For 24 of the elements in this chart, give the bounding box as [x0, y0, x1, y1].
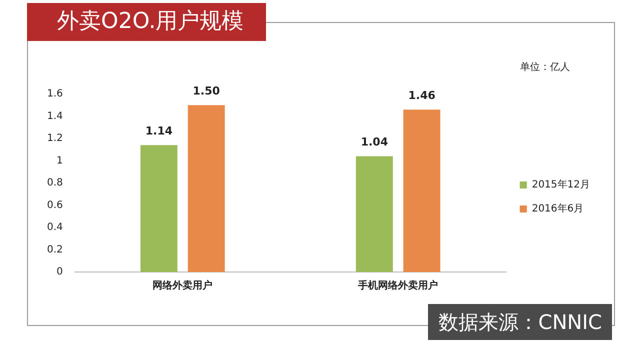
legend-label: 2016年6月: [532, 202, 584, 215]
y-tick-label: 0.4: [46, 222, 63, 234]
y-tick-label: 0.2: [46, 244, 63, 256]
y-tick-label: 0.8: [46, 178, 63, 189]
x-tick-label: 网络外卖用户: [152, 280, 213, 292]
data-label: 1.04: [360, 136, 388, 149]
bar: [403, 110, 440, 272]
chart-title: 外卖O2O.用户规模: [27, 3, 266, 41]
bar: [140, 145, 178, 272]
y-tick-label: 1.6: [46, 88, 63, 100]
data-label: 1.46: [408, 88, 436, 102]
legend-label: 2015年12月: [532, 178, 590, 191]
data-label: 1.14: [145, 124, 173, 138]
y-tick-label: 0.6: [46, 200, 63, 211]
text: 单位：亿人: [520, 60, 570, 74]
x-tick-label: 手机网络外卖用户: [357, 280, 438, 292]
bar: [188, 105, 225, 272]
y-tick-label: 1: [56, 155, 63, 166]
y-tick-label: 1.2: [46, 133, 63, 144]
bar: [356, 156, 393, 272]
source-note: 数据来源：CNNIC: [428, 304, 612, 340]
data-label: 1.50: [192, 84, 220, 98]
y-tick-label: 0: [56, 266, 63, 278]
y-tick-label: 1.4: [46, 110, 63, 122]
